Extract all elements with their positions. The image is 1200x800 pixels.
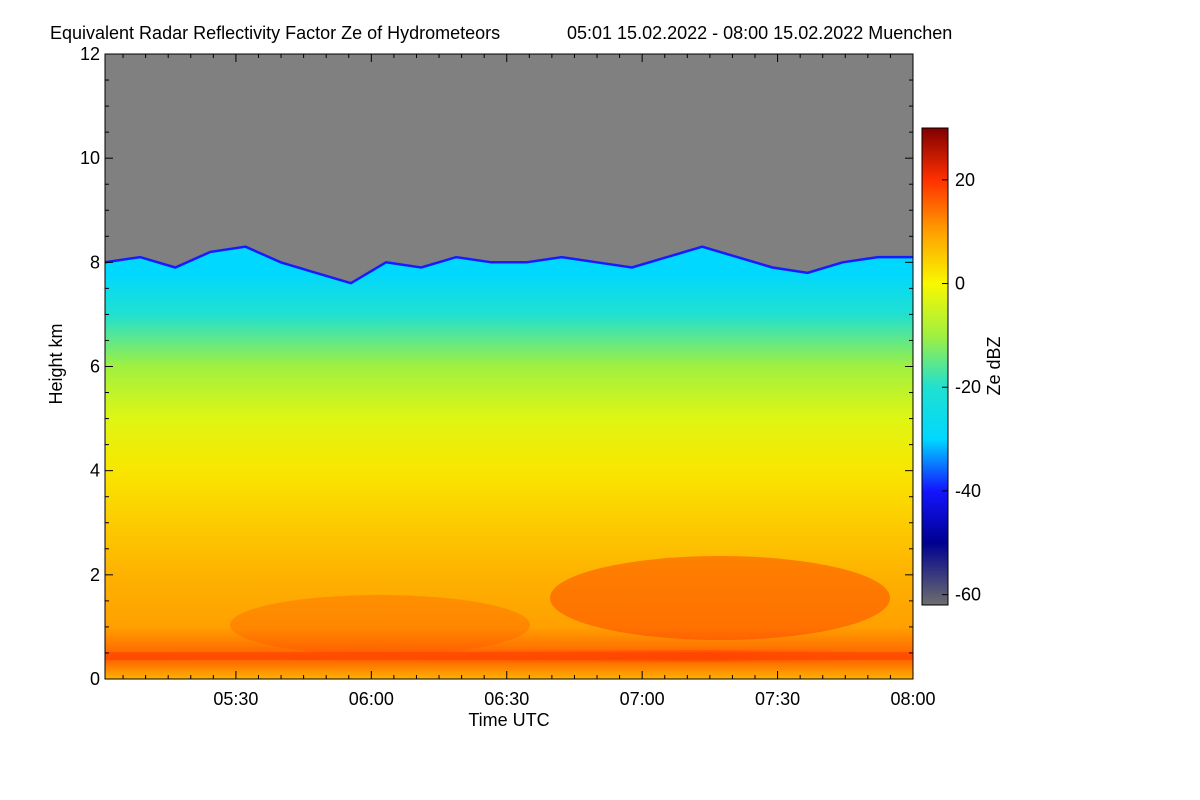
colorbar-tick-label: -60 <box>955 585 981 605</box>
y-axis: 0 2 4 6 8 10 12 <box>80 44 913 689</box>
x-tick-label: 05:30 <box>213 689 258 709</box>
chart-title: Equivalent Radar Reflectivity Factor Ze … <box>50 23 500 43</box>
x-tick-label: 06:00 <box>349 689 394 709</box>
y-tick-label: 8 <box>90 252 100 272</box>
y-tick-label: 0 <box>90 669 100 689</box>
colorbar-tick-label: 0 <box>955 274 965 294</box>
y-tick-label: 6 <box>90 357 100 377</box>
chart-subtitle: 05:01 15.02.2022 - 08:00 15.02.2022 Muen… <box>567 23 952 43</box>
y-tick-label: 2 <box>90 565 100 585</box>
near-ground-layer <box>105 652 913 660</box>
x-axis: 05:30 06:00 06:30 07:00 07:30 08:00 <box>122 54 936 709</box>
x-tick-label: 08:00 <box>890 689 935 709</box>
colorbar-tick-label: -40 <box>955 481 981 501</box>
colorbar-tick-label: 20 <box>955 170 975 190</box>
cloud-top-edge <box>105 245 913 285</box>
plot-area <box>105 54 913 679</box>
y-tick-label: 12 <box>80 44 100 64</box>
x-tick-label: 07:00 <box>620 689 665 709</box>
x-tick-label: 07:30 <box>755 689 800 709</box>
colorbar-ticks: 20 0 -20 -40 -60 <box>942 170 981 605</box>
colorbar <box>921 127 949 606</box>
x-tick-label: 06:30 <box>484 689 529 709</box>
colorbar-tick-label: -20 <box>955 377 981 397</box>
y-tick-label: 4 <box>90 461 100 481</box>
warm-core-region-2 <box>230 595 530 655</box>
y-axis-label: Height km <box>46 323 66 404</box>
reflectivity-field <box>105 246 913 679</box>
y-tick-label: 10 <box>80 148 100 168</box>
warm-core-region <box>550 556 890 640</box>
x-axis-label: Time UTC <box>468 710 549 730</box>
colorbar-label: Ze dBZ <box>984 336 1004 395</box>
